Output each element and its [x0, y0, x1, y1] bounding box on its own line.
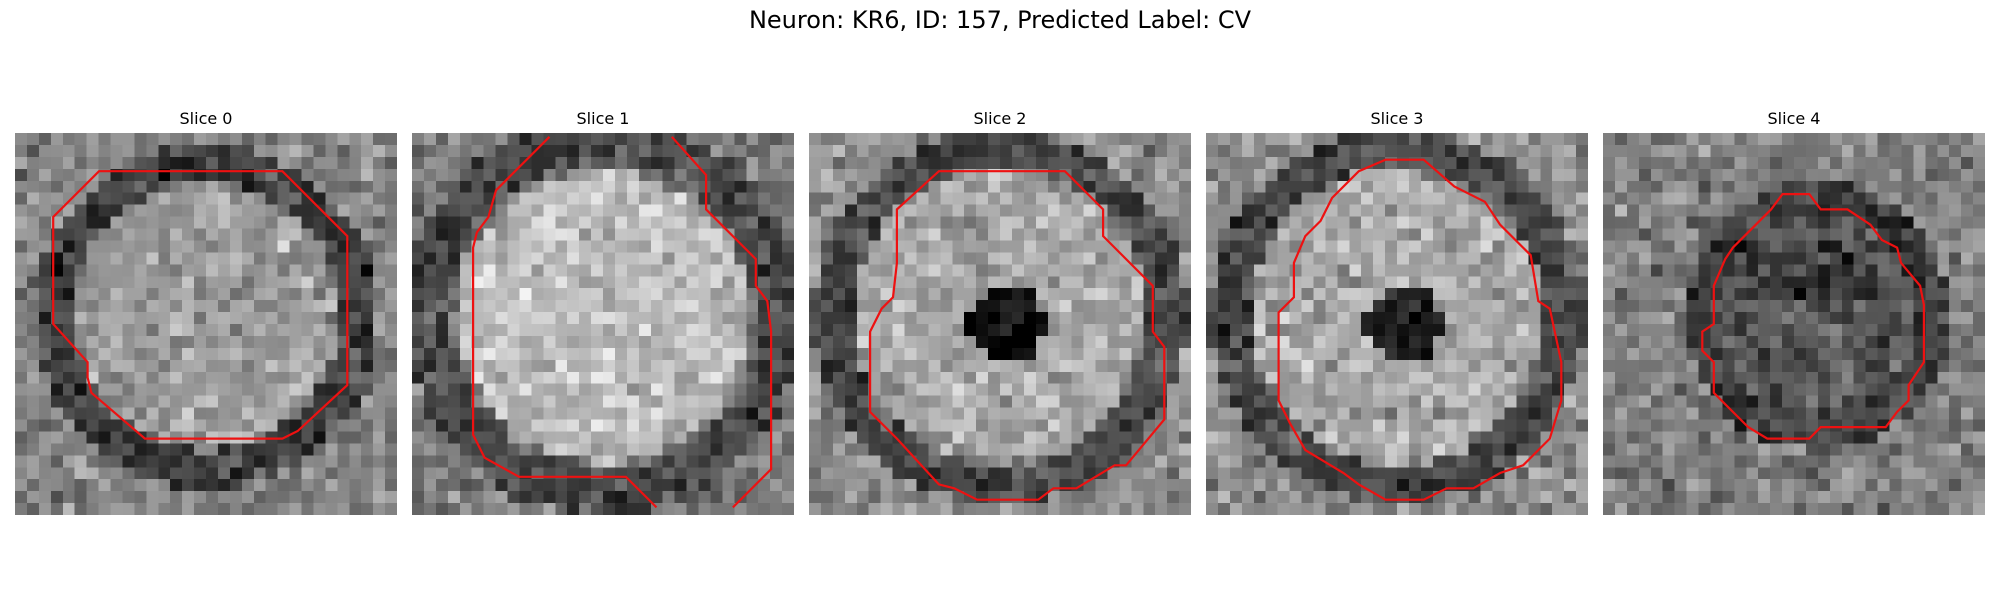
grayscale-image: [1603, 133, 1985, 515]
segmentation-contour: [52, 170, 349, 440]
slice-image: [809, 133, 1191, 515]
contour-line: [1277, 158, 1563, 501]
slice-panel-3: Slice 3: [1206, 108, 1588, 515]
slice-title: Slice 1: [576, 109, 630, 128]
slice-title: Slice 0: [179, 109, 233, 128]
figure-title: Neuron: KR6, ID: 157, Predicted Label: C…: [748, 6, 1252, 34]
segmentation-contour: [868, 170, 1166, 501]
slice-panel-1: Slice 1: [412, 108, 794, 515]
grayscale-image: [412, 133, 794, 515]
segmentation-contour: [471, 136, 773, 509]
slice-image: [412, 133, 794, 515]
contour-line: [868, 170, 1166, 501]
slice-image: [1603, 133, 1985, 515]
slice-title: Slice 2: [973, 109, 1027, 128]
grayscale-image: [1206, 133, 1588, 515]
slice-panel-4: Slice 4: [1603, 108, 1985, 515]
slice-image: [15, 133, 397, 515]
segmentation-contour: [1701, 192, 1925, 440]
grayscale-image: [15, 133, 397, 515]
slice-panel-0: Slice 0: [15, 108, 397, 515]
contour-line: [670, 136, 773, 509]
contour-line: [1701, 192, 1925, 440]
segmentation-contour: [1277, 158, 1563, 501]
grayscale-image: [809, 133, 1191, 515]
slice-title: Slice 4: [1767, 109, 1821, 128]
contour-line: [471, 136, 658, 509]
contour-line: [52, 170, 349, 440]
slice-title: Slice 3: [1370, 109, 1424, 128]
slice-panel-2: Slice 2: [809, 108, 1191, 515]
slice-image: [1206, 133, 1588, 515]
